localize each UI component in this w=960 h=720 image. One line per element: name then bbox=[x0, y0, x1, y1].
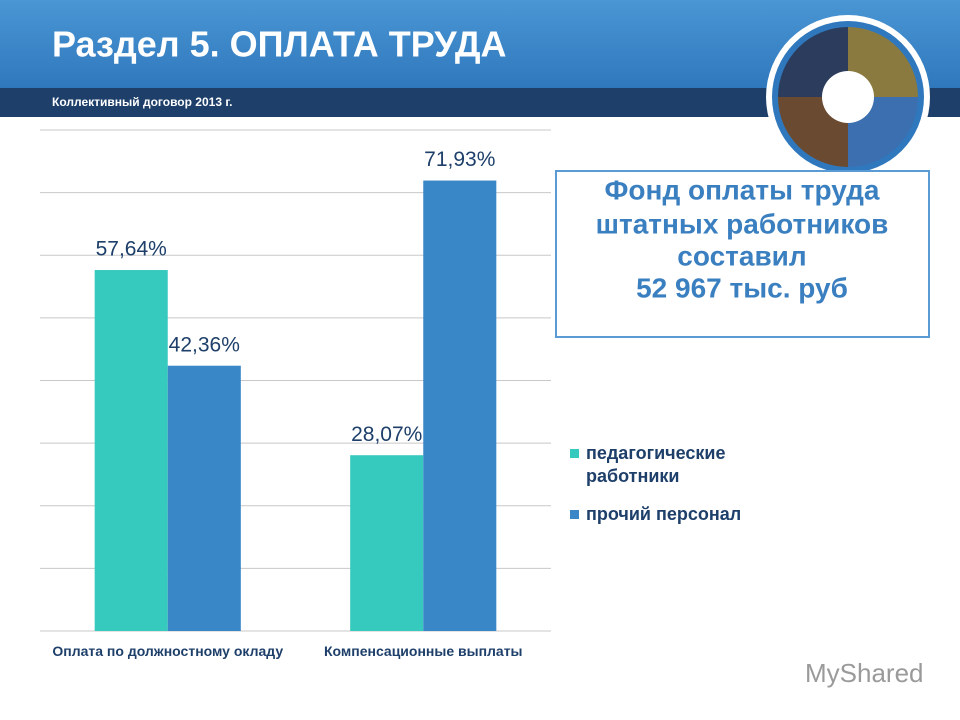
watermark: MyShared bbox=[805, 658, 924, 688]
legend-swatch bbox=[570, 510, 579, 519]
info-line: Фонд оплаты труда bbox=[605, 174, 880, 205]
bar bbox=[94, 270, 168, 631]
value-label: 71,93% bbox=[424, 148, 495, 171]
logo bbox=[766, 15, 930, 179]
legend-label: педагогические работники bbox=[586, 443, 726, 486]
bar bbox=[167, 365, 241, 631]
bar bbox=[350, 455, 424, 631]
value-label: 42,36% bbox=[169, 333, 240, 356]
info-line: штатных работников bbox=[596, 208, 889, 239]
value-label: 28,07% bbox=[351, 423, 422, 446]
info-box bbox=[555, 170, 930, 338]
legend-swatch bbox=[570, 449, 579, 458]
bar bbox=[423, 180, 497, 631]
title: Раздел 5. ОПЛАТА ТРУДА bbox=[52, 24, 506, 65]
info-line: составил bbox=[677, 240, 806, 271]
info-line: 52 967 тыс. руб bbox=[636, 272, 848, 303]
x-tick-label: Компенсационные выплаты bbox=[323, 643, 523, 659]
value-label: 57,64% bbox=[96, 238, 167, 261]
x-tick-label: Оплата по должностному окладу bbox=[52, 643, 284, 659]
subtitle: Коллективный договор 2013 г. bbox=[52, 95, 232, 109]
legend-label: прочий персонал bbox=[586, 504, 742, 524]
